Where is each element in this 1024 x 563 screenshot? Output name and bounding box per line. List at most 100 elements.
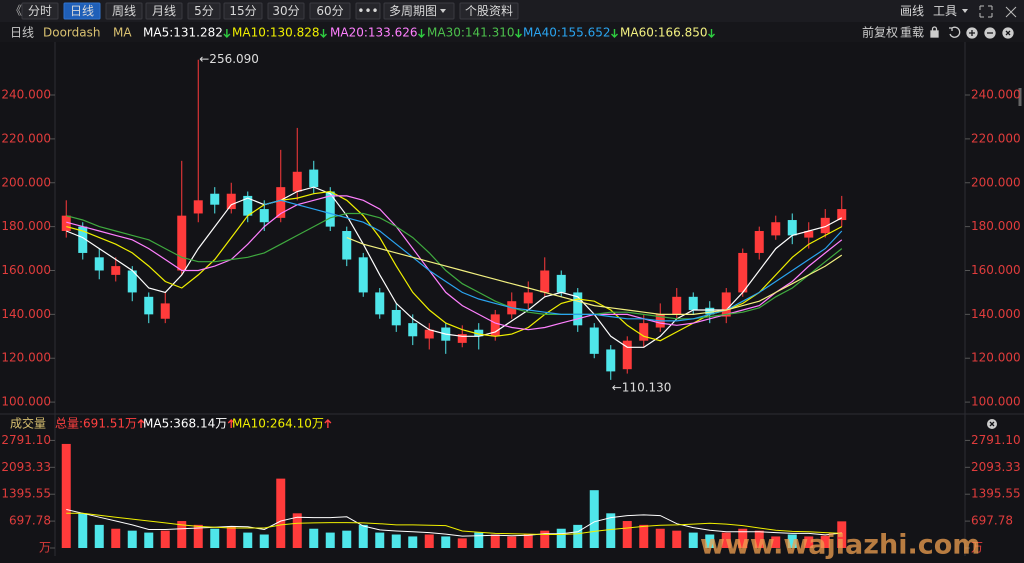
toolbar-right-item[interactable]: 画线	[900, 4, 924, 18]
y-tick-label: 180.000	[1, 219, 51, 233]
y-tick-label: 2791.10	[1, 433, 51, 447]
candle-body	[210, 193, 220, 205]
toolbar-button-label[interactable]: 30分	[272, 4, 299, 18]
candle-body	[61, 215, 71, 232]
candle-body	[606, 349, 616, 372]
volume-bar	[606, 513, 616, 548]
volume-bar	[622, 521, 632, 548]
up-arrow	[324, 419, 332, 428]
y-tick-label: 240.000	[1, 88, 51, 102]
volume-bar	[837, 521, 847, 548]
ma-line	[66, 195, 843, 331]
candle-body	[259, 209, 269, 223]
candle-body	[639, 323, 649, 341]
panel-title: 成交量	[10, 416, 46, 431]
annotation: ←110.130	[612, 380, 672, 394]
candle-body	[391, 309, 401, 326]
toolbar-button-label[interactable]: 日线	[70, 4, 94, 18]
toolbar-button[interactable]	[309, 2, 351, 20]
candle-body	[672, 296, 682, 315]
volume-bar	[556, 528, 566, 548]
volume-bar	[160, 530, 170, 548]
ma-line	[66, 212, 843, 320]
toolbar-button-label[interactable]: 分时	[28, 4, 52, 18]
volume-bar	[408, 536, 418, 548]
dropdown-arrow	[962, 9, 968, 13]
candle-body	[94, 257, 104, 271]
toolbar-icons[interactable]	[979, 5, 1020, 18]
volume-bar	[721, 532, 731, 548]
y-tick-label: 697.78	[9, 514, 51, 528]
y-tick-label: 140.000	[1, 307, 51, 321]
y-tick-label: 1395.55	[971, 487, 1021, 501]
y-tick-label: 180.000	[971, 219, 1021, 233]
candle-body	[771, 222, 781, 236]
toolbar-button[interactable]	[105, 2, 143, 20]
candle-body	[424, 329, 434, 339]
reload[interactable]: 重载	[900, 26, 924, 40]
volume-bar	[655, 528, 665, 548]
toolbar-button[interactable]	[355, 2, 381, 20]
ma-line	[66, 509, 842, 537]
down-arrow	[418, 29, 425, 38]
volume-bar	[325, 532, 335, 548]
candle-body	[243, 195, 253, 216]
legend-entry: MA30:141.310	[427, 26, 515, 40]
volume-bar	[309, 528, 319, 548]
toolbar-button[interactable]	[187, 2, 221, 20]
toolbar-button[interactable]	[21, 2, 59, 20]
volume-bar	[705, 534, 715, 548]
stock-name: Doordash	[43, 26, 100, 40]
y-tick-label: 万	[971, 541, 983, 555]
volume-bar	[540, 530, 550, 548]
toolbar-button-label[interactable]: 60分	[316, 4, 343, 18]
volume-bar	[342, 530, 352, 548]
toolbar-button[interactable]	[145, 2, 183, 20]
toolbar-button[interactable]	[383, 2, 455, 20]
candle-body	[342, 231, 352, 260]
y-tick-label: 100.000	[971, 395, 1021, 409]
candle-body	[276, 187, 286, 218]
volume-bar	[259, 534, 269, 548]
y-tick-label: 2093.33	[971, 460, 1021, 474]
up-arrow	[137, 419, 145, 428]
volume-bar	[292, 513, 302, 548]
volume-bar	[358, 524, 368, 548]
toolbar-button-label[interactable]: 个股资料	[465, 4, 513, 18]
volume-bar	[375, 532, 385, 548]
toolbar-button[interactable]	[63, 2, 101, 20]
toolbar-button-label[interactable]: 周线	[112, 4, 136, 18]
toolbar-button-label[interactable]: 5分	[194, 4, 214, 18]
volume-bar	[787, 534, 797, 548]
toolbar-button-label[interactable]: 15分	[229, 4, 256, 18]
candle-body	[226, 193, 236, 210]
candle-body	[837, 209, 847, 221]
volume-bar	[210, 528, 220, 548]
toolbar-button-label[interactable]: 月线	[152, 4, 176, 18]
toolbar-button-label[interactable]: •••	[357, 4, 378, 18]
toolbar-button[interactable]	[459, 2, 519, 20]
volume-close[interactable]	[987, 419, 997, 429]
volume-bar	[523, 534, 533, 548]
candle-body	[754, 231, 764, 253]
volume-bar	[127, 530, 137, 548]
back-button[interactable]: 《	[10, 4, 22, 18]
volume-bar	[771, 536, 781, 548]
volume-bar	[672, 530, 682, 548]
candle-body	[589, 327, 599, 354]
candle-body	[177, 215, 187, 271]
toolbar-button[interactable]	[267, 2, 305, 20]
candle-body	[688, 296, 698, 310]
info-icons[interactable]	[930, 26, 1014, 39]
y-tick-label: 万	[39, 541, 51, 555]
y-tick-label: 120.000	[1, 351, 51, 365]
ma-line	[66, 512, 842, 535]
toolbar-button[interactable]	[223, 2, 263, 20]
candle-body	[78, 226, 88, 253]
toolbar-button-label[interactable]: 多周期图	[389, 4, 437, 18]
candle-body	[193, 200, 203, 214]
toolbar-right-item[interactable]: 工具	[933, 4, 957, 18]
adjust-mode[interactable]: 前复权	[862, 25, 898, 40]
annotation: ←256.090	[199, 52, 259, 66]
